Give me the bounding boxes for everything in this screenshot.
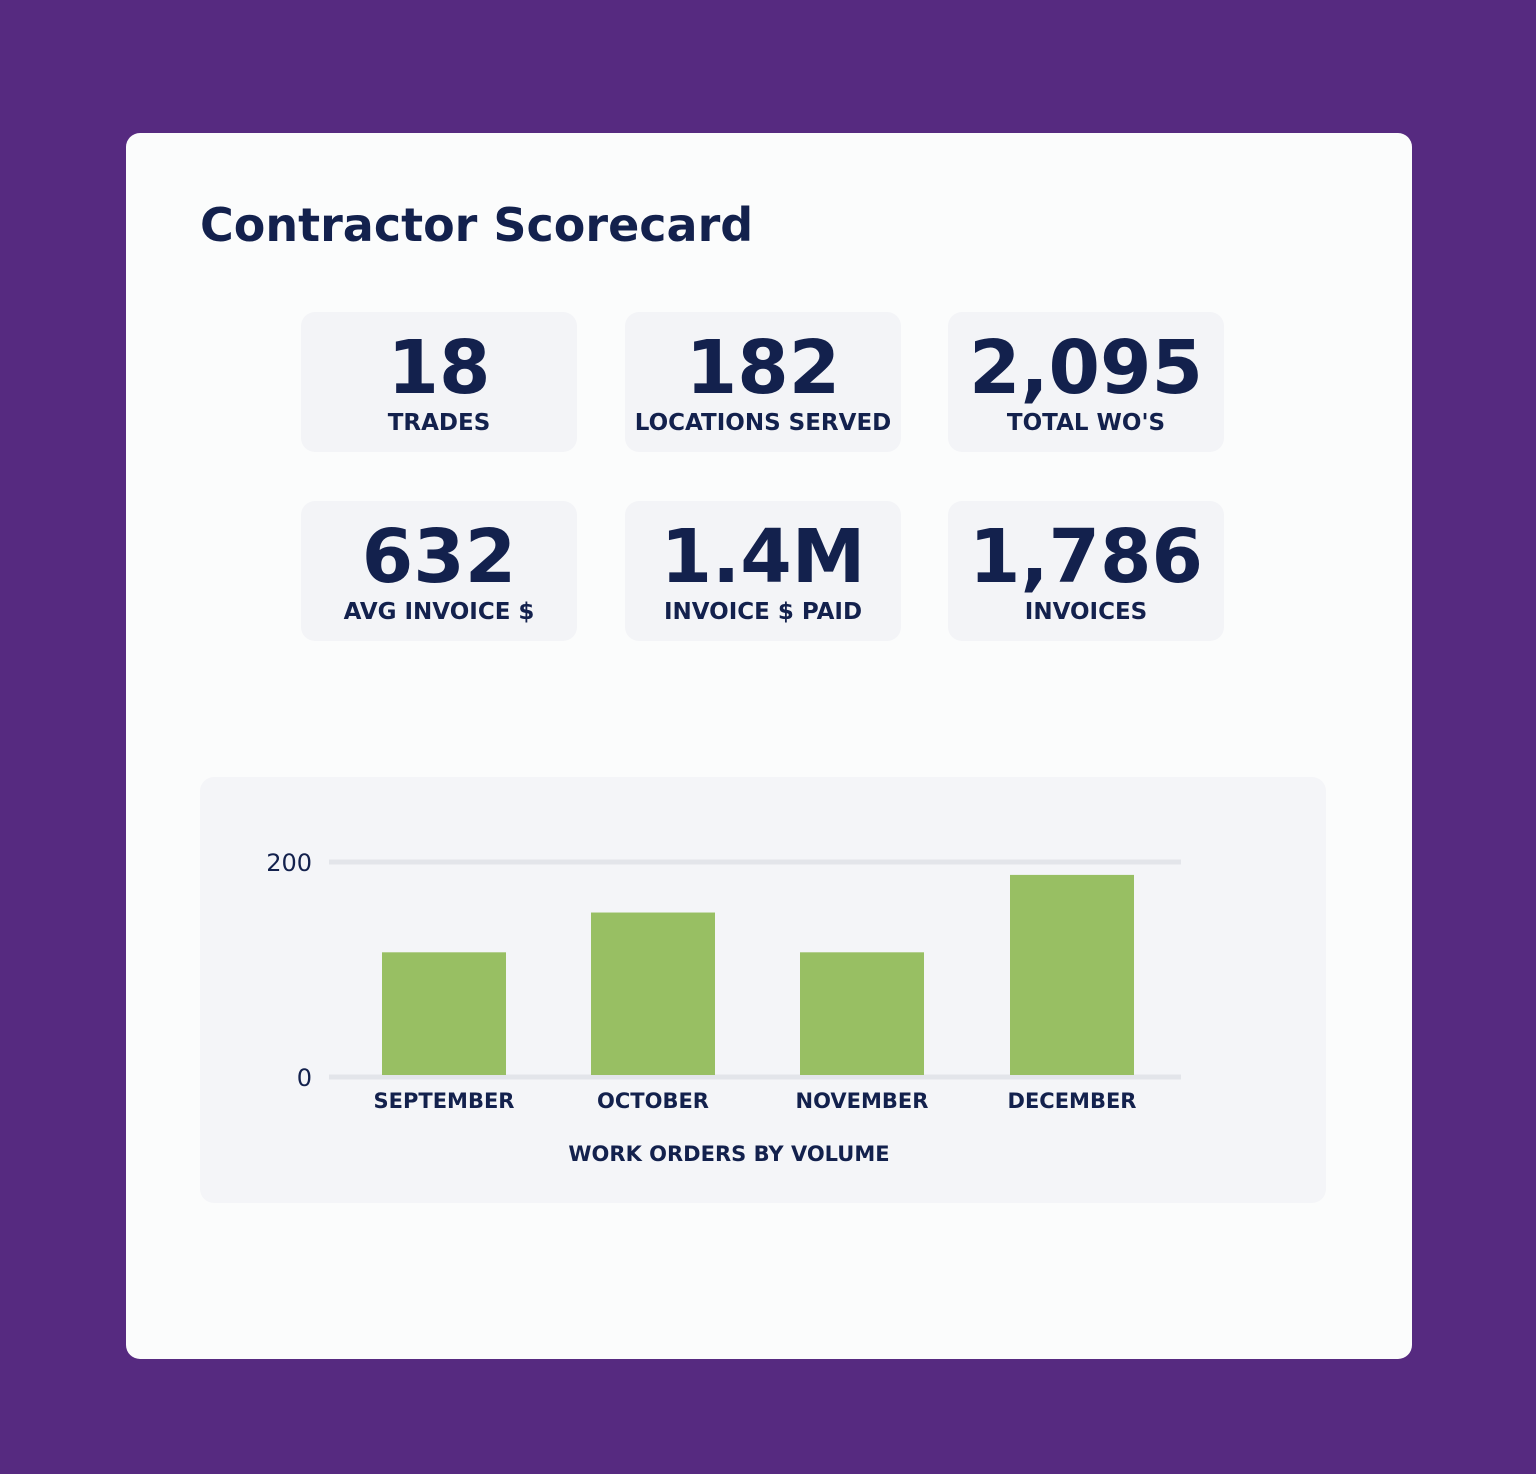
metric-label: LOCATIONS SERVED: [634, 410, 892, 436]
bar-september: [382, 952, 506, 1075]
metric-label: INVOICES: [1024, 599, 1148, 625]
y-tick-label: 200: [266, 849, 312, 877]
metric-tile: 2,095 TOTAL WO'S: [948, 312, 1224, 452]
bar-october: [591, 912, 715, 1075]
page-title: Contractor Scorecard: [200, 198, 754, 252]
metric-value: 1,786: [968, 514, 1204, 600]
metric-label: TOTAL WO'S: [1006, 410, 1166, 436]
metric-tile: 182 LOCATIONS SERVED: [625, 312, 901, 452]
metric-value: 632: [361, 514, 517, 600]
x-tick-label: SEPTEMBER: [374, 1089, 515, 1113]
metric-value: 182: [685, 325, 841, 411]
metric-value: 2,095: [968, 325, 1204, 411]
metric-tile: 1.4M INVOICE $ PAID: [625, 501, 901, 641]
metric-label: TRADES: [387, 410, 491, 436]
metric-label: AVG INVOICE $: [343, 599, 535, 625]
metric-value: 1.4M: [660, 514, 866, 600]
x-tick-label: NOVEMBER: [796, 1089, 929, 1113]
y-tick-label: 0: [297, 1064, 312, 1092]
x-axis-label: WORK ORDERS BY VOLUME: [568, 1142, 889, 1166]
bar-november: [800, 952, 924, 1075]
metric-value: 18: [387, 325, 491, 411]
metric-label: INVOICE $ PAID: [663, 599, 863, 625]
x-tick-label: OCTOBER: [597, 1089, 709, 1113]
metric-tile: 1,786 INVOICES: [948, 501, 1224, 641]
bar-december: [1010, 874, 1134, 1075]
metric-tile: 632 AVG INVOICE $: [301, 501, 577, 641]
x-tick-label: DECEMBER: [1008, 1089, 1137, 1113]
metric-tile: 18 TRADES: [301, 312, 577, 452]
